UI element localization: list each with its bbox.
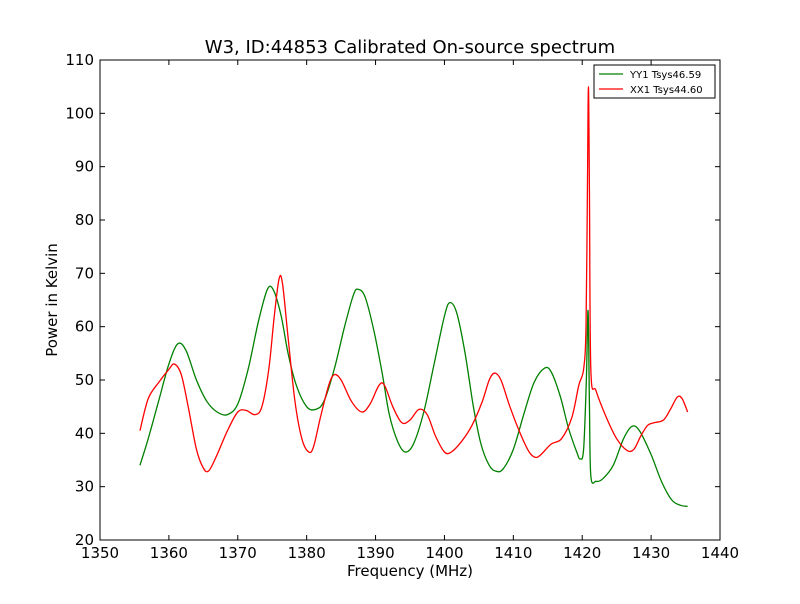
y-axis-label: Power in Kelvin	[43, 243, 61, 357]
series-line-yy1	[139, 285, 688, 508]
x-tick-label: 1410	[494, 544, 532, 562]
legend-label-yy1: YY1 Tsys46.59	[629, 70, 701, 81]
x-tick-label: 1350	[81, 544, 119, 562]
y-tick-label: 30	[75, 478, 94, 496]
x-tick-label: 1440	[701, 544, 739, 562]
legend-box	[593, 64, 716, 99]
y-tick-label: 60	[75, 318, 94, 336]
legend: YY1 Tsys46.59 XX1 Tsys44.60	[593, 64, 716, 99]
chart-title: W3, ID:44853 Calibrated On-source spectr…	[205, 37, 615, 58]
x-tick-label: 1400	[425, 544, 463, 562]
y-axis: 20 30 40 50 60 70 80 90 100 110	[65, 51, 720, 549]
y-tick-label: 50	[75, 371, 94, 389]
legend-label-xx1: XX1 Tsys44.60	[630, 85, 703, 96]
x-axis: 1350 1360 1370 1380 1390 1400 1410 1420 1430 1440	[81, 60, 739, 562]
plot-frame	[99, 59, 721, 541]
x-tick-label: 1430	[632, 544, 670, 562]
series-layer	[139, 86, 689, 508]
x-tick-label: 1360	[150, 544, 188, 562]
x-tick-label: 1370	[219, 544, 257, 562]
x-tick-label: 1420	[563, 544, 601, 562]
y-tick-label: 40	[75, 424, 94, 442]
x-tick-label: 1390	[356, 544, 394, 562]
y-tick-label: 80	[75, 211, 94, 229]
y-tick-label: 100	[65, 104, 94, 122]
y-tick-label: 20	[75, 531, 94, 549]
series-line-xx1	[139, 86, 689, 473]
y-tick-label: 110	[65, 51, 94, 69]
y-tick-label: 90	[75, 158, 94, 176]
x-tick-label: 1380	[288, 544, 326, 562]
x-axis-label: Frequency (MHz)	[347, 562, 473, 580]
y-tick-label: 70	[75, 264, 94, 282]
